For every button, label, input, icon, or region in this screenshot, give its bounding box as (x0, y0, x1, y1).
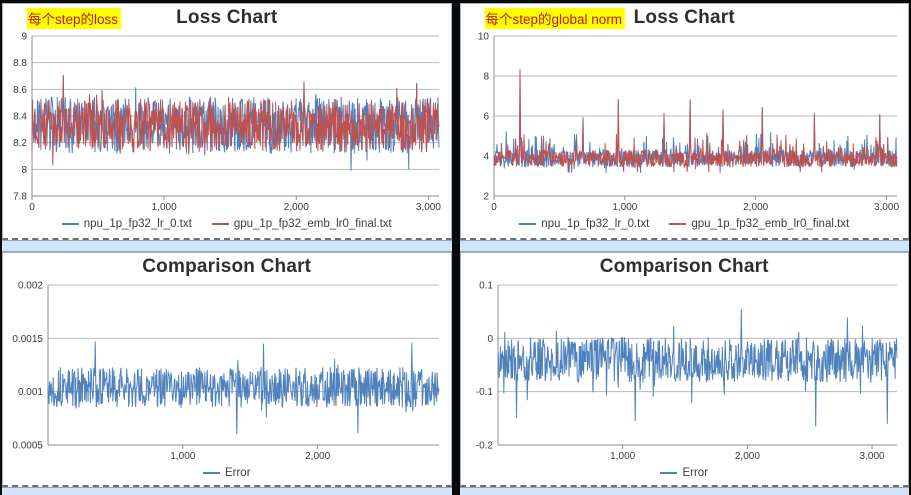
svg-text:6: 6 (483, 112, 489, 123)
comparison-right-header: Comparison Chart (461, 253, 909, 280)
svg-text:0.1: 0.1 (479, 281, 493, 292)
charts-grid: 每个step的loss Loss Chart 9 8.8 8.6 8.4 8.2 8 7.8… (2, 3, 909, 495)
svg-text:2,000: 2,000 (305, 451, 330, 462)
svg-text:9: 9 (22, 32, 28, 43)
svg-text:2: 2 (483, 192, 489, 203)
comparison-chart-panel-right: Comparison Chart 0.1 0 -0.1 -0.2 1,000 2,000 3… (459, 252, 909, 487)
svg-text:3,000: 3,000 (859, 451, 884, 462)
legend-swatch (61, 223, 79, 225)
svg-text:0.002: 0.002 (18, 281, 43, 292)
comparison-left-canvas: 0.002 0.0015 0.001 0.0005 1,000 2,000 (13, 281, 440, 462)
legend-item: Error (660, 467, 708, 479)
svg-text:0.001: 0.001 (18, 387, 43, 398)
global-norm-chart-title: Loss Chart (633, 7, 735, 28)
svg-text:0: 0 (491, 202, 497, 213)
comparison-chart-panel-left: Comparison Chart 0.002 0.0015 0.001 0.0005 1… (2, 252, 452, 487)
legend-label: gpu_1p_fp32_emb_lr0_final.txt (691, 218, 850, 230)
global-norm-header: 每个step的global norm Loss Chart (461, 4, 909, 31)
horizontal-scrollbar[interactable] (459, 240, 909, 252)
svg-text:8.2: 8.2 (13, 138, 27, 149)
comparison-left-header: Comparison Chart (3, 253, 451, 280)
svg-text:1,000: 1,000 (612, 202, 637, 213)
svg-text:8.8: 8.8 (13, 58, 27, 69)
loss-chart-legend: npu_1p_fp32_lr_0.txt gpu_1p_fp32_emb_lr0_… (3, 213, 451, 235)
svg-text:8: 8 (22, 165, 28, 176)
comparison-right-canvas: 0.1 0 -0.1 -0.2 1,000 2,000 3,000 (476, 281, 898, 462)
legend-item: Error (202, 467, 251, 479)
legend-label: npu_1p_fp32_lr_0.txt (83, 218, 192, 230)
horizontal-scrollbar[interactable] (2, 487, 452, 495)
svg-text:2,000: 2,000 (735, 451, 760, 462)
comparison-right-legend: Error (461, 462, 909, 484)
svg-text:1,000: 1,000 (171, 451, 196, 462)
svg-text:7.8: 7.8 (13, 192, 27, 203)
svg-text:-0.1: -0.1 (476, 387, 494, 398)
legend-swatch (519, 223, 537, 225)
legend-swatch (211, 223, 229, 225)
loss-chart-title: Loss Chart (176, 7, 278, 28)
legend-label: gpu_1p_fp32_emb_lr0_final.txt (233, 218, 392, 230)
legend-label: Error (682, 467, 709, 479)
svg-text:10: 10 (478, 32, 490, 43)
loss-chart-header: 每个step的loss Loss Chart (3, 4, 451, 31)
svg-text:8: 8 (483, 72, 489, 83)
comparison-left-title: Comparison Chart (142, 256, 312, 277)
series-gpu_1p_fp32_emb_lr0_final.txt (31, 75, 440, 166)
svg-text:8.6: 8.6 (13, 85, 27, 96)
legend-item: npu_1p_fp32_lr_0.txt (61, 218, 192, 230)
svg-text:0: 0 (29, 202, 35, 213)
legend-item: gpu_1p_fp32_emb_lr0_final.txt (211, 218, 392, 230)
series-Error (497, 308, 898, 427)
loss-chart-panel: 每个step的loss Loss Chart 9 8.8 8.6 8.4 8.2 8 7.8… (2, 3, 452, 240)
legend-swatch (669, 223, 687, 225)
svg-text:3,000: 3,000 (874, 202, 899, 213)
svg-text:4: 4 (483, 152, 489, 163)
right-column: 每个step的global norm Loss Chart 10 8 6 4 2 0 1,0… (459, 3, 909, 495)
svg-text:1,000: 1,000 (610, 451, 635, 462)
svg-text:0.0015: 0.0015 (13, 334, 44, 345)
legend-label: Error (224, 467, 251, 479)
svg-text:1,000: 1,000 (152, 202, 177, 213)
svg-text:8.4: 8.4 (13, 112, 27, 123)
legend-item: gpu_1p_fp32_emb_lr0_final.txt (669, 218, 849, 230)
legend-swatch (660, 472, 678, 474)
svg-text:3,000: 3,000 (416, 202, 441, 213)
svg-text:0.0005: 0.0005 (13, 441, 44, 452)
svg-text:2,000: 2,000 (284, 202, 309, 213)
svg-text:2,000: 2,000 (743, 202, 768, 213)
legend-swatch (202, 472, 220, 474)
loss-annotation-highlight: 每个step的loss (27, 8, 122, 29)
series-gpu_1p_fp32_emb_lr0_final.txt (493, 70, 898, 173)
loss-chart-canvas: 9 8.8 8.6 8.4 8.2 8 7.80 1,000 2,000 3,000 (13, 32, 441, 214)
horizontal-scrollbar[interactable] (459, 487, 909, 495)
legend-item: npu_1p_fp32_lr_0.txt (519, 218, 649, 230)
global-norm-chart-panel: 每个step的global norm Loss Chart 10 8 6 4 2 0 1,0… (459, 3, 909, 240)
horizontal-scrollbar[interactable] (2, 240, 452, 252)
comparison-left-legend: Error (3, 462, 451, 484)
global-norm-annotation-highlight: 每个step的global norm (484, 8, 626, 29)
global-norm-chart-canvas: 10 8 6 4 20 1,000 2,000 3,000 (478, 32, 900, 214)
svg-text:-0.2: -0.2 (476, 441, 494, 452)
svg-text:0: 0 (487, 334, 493, 345)
legend-label: npu_1p_fp32_lr_0.txt (541, 218, 650, 230)
left-column: 每个step的loss Loss Chart 9 8.8 8.6 8.4 8.2 8 7.8… (2, 3, 452, 495)
comparison-right-title: Comparison Chart (599, 256, 769, 277)
global-norm-chart-legend: npu_1p_fp32_lr_0.txt gpu_1p_fp32_emb_lr0_… (461, 213, 909, 235)
series-Error (47, 341, 440, 435)
